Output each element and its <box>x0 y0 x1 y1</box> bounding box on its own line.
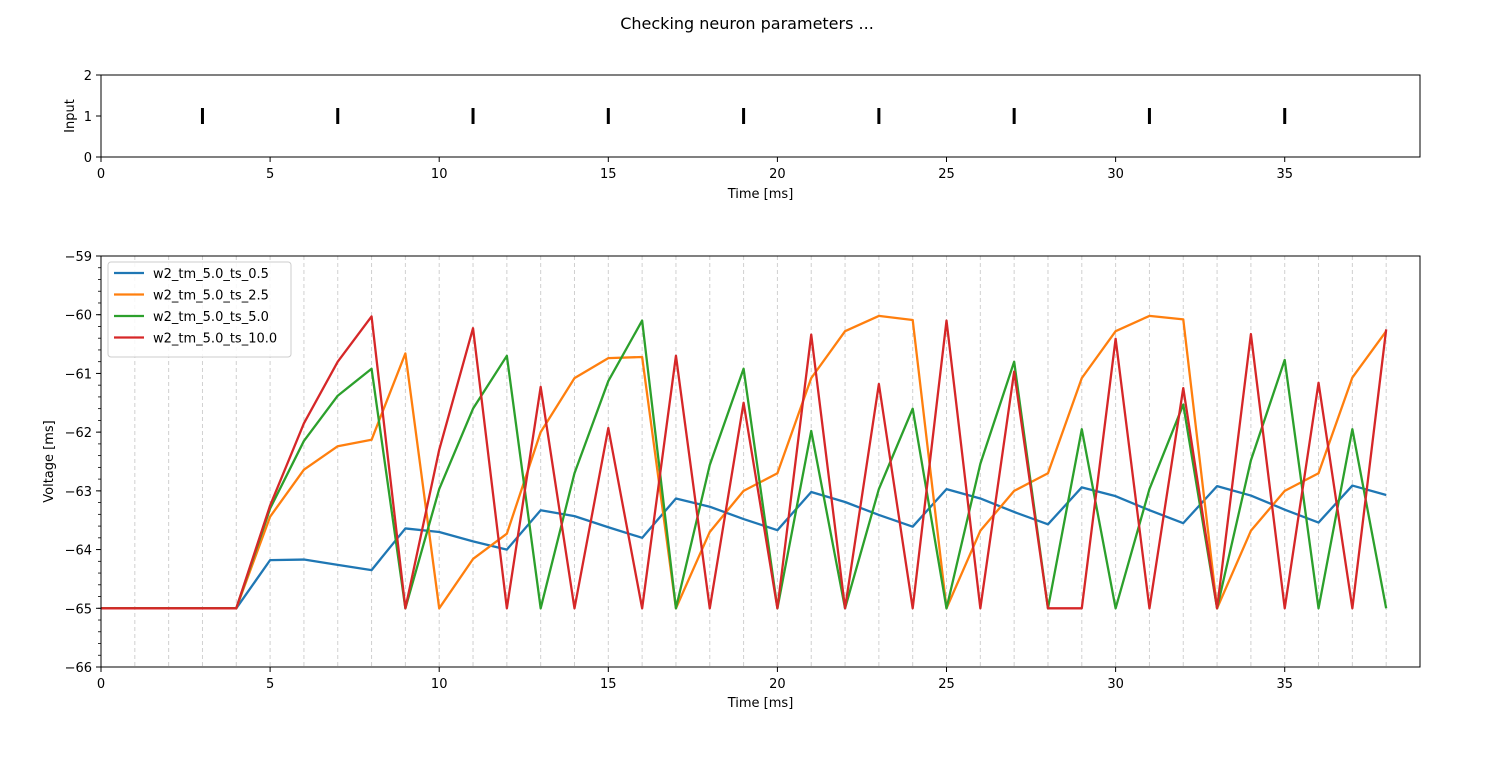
x-tick-label: 30 <box>1107 677 1124 692</box>
x-tick-label: 0 <box>97 167 105 182</box>
y-tick-label: −59 <box>65 250 92 265</box>
series-line <box>101 319 1388 610</box>
y-tick-label: 2 <box>84 69 92 84</box>
x-tick-label: 0 <box>97 677 105 692</box>
y-axis-label: Input <box>63 99 78 133</box>
x-tick-label: 25 <box>938 167 955 182</box>
voltage-axes: 0 5 10 15 20 25 30 35 −66 −65 −64 −63 −62 −61 −60 −59 w2… <box>42 250 1421 711</box>
axes-frame <box>100 255 1421 668</box>
series-line <box>101 315 1388 610</box>
x-tick-label: 30 <box>1107 167 1124 182</box>
legend: w2_tm_5.0_ts_0.5 w2_tm_5.0_ts_2.5 w2_tm_5.… <box>107 261 292 358</box>
legend-label: w2_tm_5.0_ts_5.0 <box>153 310 269 325</box>
x-tick-label: 10 <box>431 677 448 692</box>
x-tick-label: 5 <box>266 167 274 182</box>
y-axis-label: Voltage [ms] <box>42 420 57 502</box>
x-tick-label: 15 <box>600 167 617 182</box>
y-tick-label: −63 <box>65 485 92 500</box>
x-tick-label: 35 <box>1276 167 1293 182</box>
legend-label: w2_tm_5.0_ts_0.5 <box>153 267 269 282</box>
y-tick-label: 1 <box>84 110 92 125</box>
x-tick-label: 10 <box>431 167 448 182</box>
figure-title: Checking neuron parameters ... <box>620 14 874 33</box>
x-tick-label: 20 <box>769 167 786 182</box>
x-tick-label: 15 <box>600 677 617 692</box>
input-axes: 0 5 10 15 20 25 30 35 0 1 2 Time [ms] Input <box>63 69 1421 202</box>
x-tick-label: 35 <box>1276 677 1293 692</box>
y-tick-label: 0 <box>84 151 92 166</box>
y-tick-label: −62 <box>65 426 92 441</box>
x-tick-label: 20 <box>769 677 786 692</box>
y-tick-label: −65 <box>65 602 92 617</box>
legend-box <box>107 261 292 358</box>
series-line <box>101 484 1387 610</box>
y-tick-label: −66 <box>65 661 92 676</box>
axes-frame <box>100 74 1421 158</box>
x-tick-label: 5 <box>266 677 274 692</box>
x-axis-label: Time [ms] <box>727 187 794 202</box>
y-tick-label: −64 <box>65 544 92 559</box>
series-line <box>101 314 1388 610</box>
x-tick-label: 25 <box>938 677 955 692</box>
legend-label: w2_tm_5.0_ts_10.0 <box>153 332 277 347</box>
legend-label: w2_tm_5.0_ts_2.5 <box>153 289 269 304</box>
y-tick-label: −61 <box>65 367 92 382</box>
x-axis-label: Time [ms] <box>727 696 794 711</box>
y-tick-label: −60 <box>65 309 92 324</box>
